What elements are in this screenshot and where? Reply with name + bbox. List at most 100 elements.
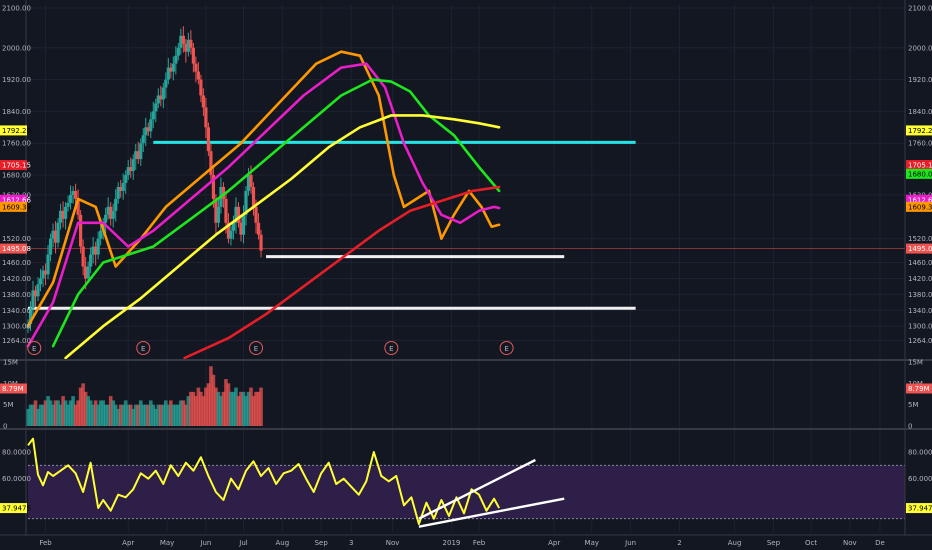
candle-body	[109, 206, 113, 219]
time-axis[interactable]: Feb Apr May Jun Jul Aug Sep 3 Nov 2019 Feb Apr May Ju…	[39, 539, 884, 547]
volume-bar	[226, 383, 231, 426]
candle-body	[239, 222, 243, 235]
volume-bar	[236, 396, 241, 426]
candle-body	[244, 190, 248, 215]
volume-bar	[83, 391, 88, 426]
time-axis-label: Jun	[199, 539, 211, 547]
candle-body	[184, 43, 188, 52]
candle-body	[159, 95, 163, 100]
time-axis-label: 2	[677, 539, 681, 547]
volume-bar	[78, 387, 83, 426]
right-price-tick-label: 1340.00	[908, 307, 932, 315]
candle-body	[111, 210, 115, 219]
volume-bar	[138, 400, 143, 426]
right-volume-tag-bg	[906, 383, 932, 394]
price-tags: 1792.201792.201705.151705.151680.001612.…	[0, 125, 932, 514]
volume-bar	[241, 391, 246, 426]
volume-bar	[63, 400, 68, 426]
moving-averages[interactable]	[26, 50, 501, 360]
candle-body	[214, 198, 218, 223]
volume-bar	[71, 396, 75, 426]
moving-average-line	[64, 114, 501, 360]
candle-body	[221, 186, 226, 199]
volume-bar	[113, 404, 118, 426]
volume-bar	[169, 400, 173, 426]
candle-body	[199, 79, 203, 96]
left-price-tick-label: 1460.00	[2, 259, 31, 267]
volume-bar	[229, 391, 233, 426]
candle-body	[91, 246, 95, 255]
right-price-tick-label: 2000.00	[908, 44, 932, 52]
right-price-tag: 1609.39	[908, 203, 932, 211]
left-price-tick-label: 1840.00	[2, 108, 31, 116]
left-volume-tick-label: 5M	[3, 401, 14, 409]
candle-body	[119, 186, 123, 191]
volume-bar	[189, 391, 193, 426]
left-volume-tick-label: 15M	[3, 359, 18, 367]
candle-body	[171, 63, 175, 72]
candle-body	[68, 194, 73, 203]
left-price-tag-bg	[0, 125, 27, 136]
earnings-event-label: E	[254, 345, 258, 353]
candle-body	[43, 270, 48, 275]
volume-bar	[28, 404, 33, 426]
left-price-tick-label: 1920.00	[2, 76, 31, 84]
left-price-tag-bg	[0, 201, 27, 212]
volume-bar	[156, 404, 161, 426]
candle-body	[194, 63, 198, 72]
candle-body	[191, 47, 195, 64]
volume-bar	[256, 391, 261, 426]
volume-bar	[201, 396, 206, 426]
candle-body	[46, 254, 50, 275]
panel-dividers[interactable]	[0, 0, 932, 536]
left-price-tick-label: 1760.00	[2, 140, 31, 148]
candle-body	[41, 270, 45, 279]
time-axis-label: Jul	[238, 539, 248, 547]
volume-bar	[43, 400, 48, 426]
candle-body	[89, 254, 93, 267]
candle-body	[211, 175, 216, 199]
earnings-event-marker	[249, 341, 264, 355]
candle-body	[28, 308, 33, 325]
right-rsi-tick-label: 60.0000	[908, 475, 932, 483]
candle-body	[254, 206, 258, 223]
candle-body	[234, 206, 238, 223]
volume-bar	[123, 400, 128, 426]
candle-body	[96, 238, 100, 255]
candle-body	[114, 198, 118, 211]
right-rsi-tag-bg	[906, 503, 932, 514]
left-price-tick-label: 1264.00	[2, 337, 31, 345]
time-axis-label: 2019	[443, 539, 461, 547]
candle-body	[204, 107, 208, 128]
volume-bar	[206, 383, 211, 426]
volume-bar	[151, 404, 156, 426]
volume-bar	[131, 408, 136, 426]
earnings-event-marker	[136, 341, 151, 355]
volume-bar	[184, 404, 188, 426]
time-axis-label: Sep	[315, 539, 329, 547]
candle-body	[146, 127, 150, 132]
right-price-tag: 1680.00	[908, 170, 932, 178]
right-price-tick-label: 1264.00	[908, 337, 932, 345]
right-price-tick-label: 1300.00	[908, 323, 932, 331]
time-axis-label: Nov	[843, 539, 857, 547]
rsi-line	[27, 437, 500, 525]
candle-body	[164, 79, 168, 88]
candle-body	[66, 202, 70, 207]
candle-body	[181, 35, 185, 44]
volume-bar	[171, 404, 176, 426]
volume-bar	[56, 400, 60, 426]
candle-body	[249, 175, 253, 187]
volume-bar	[66, 404, 70, 426]
time-axis-label: Sep	[767, 539, 781, 547]
earnings-event-marker	[27, 341, 42, 355]
candle-body	[74, 190, 78, 199]
volume-bar	[221, 391, 226, 426]
volume-bar	[68, 400, 73, 426]
volume-bar	[31, 404, 35, 426]
volume-bar	[128, 404, 133, 426]
right-price-tick-label: 2100.00	[908, 4, 932, 12]
